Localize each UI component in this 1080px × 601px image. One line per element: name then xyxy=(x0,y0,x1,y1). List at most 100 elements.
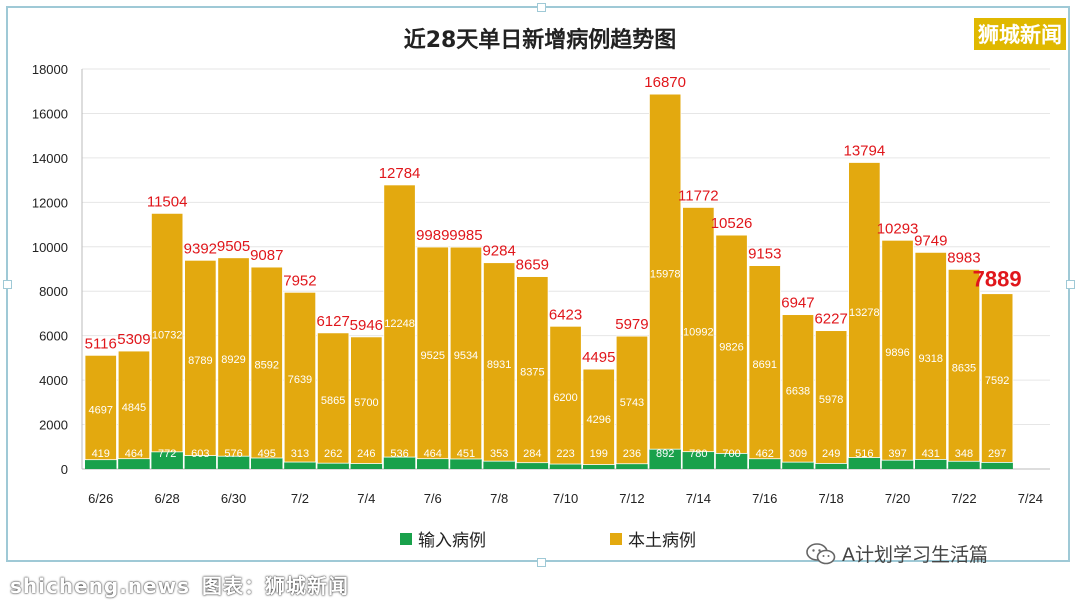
legend-swatch-local xyxy=(610,532,622,545)
bar-local xyxy=(881,239,914,461)
data-label-imported: 780 xyxy=(689,448,707,460)
bar-local xyxy=(715,234,748,454)
data-label-total: 4495 xyxy=(582,349,615,366)
legend-label-imported: 输入病例 xyxy=(418,531,486,551)
y-tick-label: 8000 xyxy=(39,284,68,299)
bar-imported xyxy=(948,461,980,469)
data-label-local: 9826 xyxy=(719,341,743,353)
bar-imported xyxy=(350,463,383,469)
data-label-local: 12248 xyxy=(384,318,415,330)
y-tick-label: 0 xyxy=(61,462,68,477)
data-label-total: 9749 xyxy=(914,232,947,249)
y-tick-label: 18000 xyxy=(32,62,68,77)
data-label-total: 16870 xyxy=(644,74,686,91)
x-tick-label: 7/6 xyxy=(424,491,442,506)
watermark: shicheng.news 图表：狮城新闻 xyxy=(10,570,349,599)
data-label-imported: 576 xyxy=(224,448,242,460)
bar-local xyxy=(250,266,283,459)
watermark-caption: 图表：狮城新闻 xyxy=(201,574,349,598)
bar-imported xyxy=(815,463,847,469)
bar-local xyxy=(682,206,715,453)
bar-local xyxy=(117,350,151,460)
bar-local xyxy=(582,368,615,465)
bar-local xyxy=(217,257,250,457)
data-label-local: 15978 xyxy=(650,269,681,281)
data-label-imported: 700 xyxy=(722,448,740,460)
data-label-total: 6227 xyxy=(814,311,847,328)
legend-item-imported: 输入病例 xyxy=(400,526,486,551)
x-tick-label: 7/16 xyxy=(752,491,777,506)
bar-local xyxy=(383,184,416,458)
data-label-imported: 464 xyxy=(424,448,442,460)
data-label-local: 13278 xyxy=(849,307,880,319)
bar-local xyxy=(748,265,781,460)
data-label-imported: 516 xyxy=(855,448,873,460)
resize-handle-top[interactable] xyxy=(537,3,546,12)
bar-imported xyxy=(85,459,117,469)
bar-imported xyxy=(516,462,549,469)
data-label-local: 8691 xyxy=(753,359,777,371)
data-label-total: 7889 xyxy=(973,267,1022,292)
resize-handle-left[interactable] xyxy=(3,280,12,289)
data-label-imported: 419 xyxy=(92,448,110,460)
bar-local xyxy=(350,336,383,464)
data-label-total: 5946 xyxy=(350,317,383,334)
data-label-local: 9534 xyxy=(454,350,478,362)
x-tick-label: 7/10 xyxy=(553,491,578,506)
data-label-local: 5700 xyxy=(354,397,378,409)
bar-imported xyxy=(881,460,914,469)
data-label-imported: 348 xyxy=(955,448,973,460)
bar-imported xyxy=(217,456,250,469)
data-label-local: 8789 xyxy=(188,355,212,367)
bar-local xyxy=(516,276,549,464)
data-label-total: 9505 xyxy=(217,238,250,255)
data-label-imported: 462 xyxy=(756,448,774,460)
data-label-local: 5865 xyxy=(321,395,345,407)
data-label-total: 7952 xyxy=(283,272,316,289)
legend-label-local: 本土病例 xyxy=(628,531,696,551)
data-label-local: 10732 xyxy=(152,330,183,342)
bar-local xyxy=(316,332,350,464)
data-label-imported: 246 xyxy=(357,448,375,460)
data-label-local: 8931 xyxy=(487,359,511,371)
x-tick-label: 7/2 xyxy=(291,491,309,506)
x-tick-label: 7/14 xyxy=(686,491,711,506)
data-label-total: 5309 xyxy=(117,331,150,348)
bar-imported xyxy=(151,451,183,469)
data-label-imported: 236 xyxy=(623,448,641,460)
bar-imported xyxy=(715,453,748,469)
data-label-local: 6200 xyxy=(553,392,577,404)
wechat-account-name: A计划学习生活篇 xyxy=(842,544,988,566)
y-tick-label: 6000 xyxy=(39,329,68,344)
bar-local xyxy=(848,162,881,458)
data-label-local: 10992 xyxy=(683,327,714,339)
data-label-local: 6638 xyxy=(786,385,810,397)
bar-local xyxy=(781,314,815,463)
data-label-total: 11772 xyxy=(678,187,719,204)
resize-handle-bottom[interactable] xyxy=(537,558,546,567)
bar-imported xyxy=(549,464,582,469)
data-label-imported: 309 xyxy=(789,448,807,460)
data-label-local: 5978 xyxy=(819,394,843,406)
bar-local xyxy=(416,246,449,460)
bar-local xyxy=(914,251,947,460)
data-label-imported: 397 xyxy=(888,448,906,460)
y-tick-label: 16000 xyxy=(32,106,68,121)
data-label-local: 5743 xyxy=(620,397,644,409)
data-label-imported: 313 xyxy=(291,448,309,460)
bar-imported xyxy=(782,462,814,469)
bar-local xyxy=(615,335,649,465)
bar-imported xyxy=(749,458,781,469)
wechat-icon xyxy=(806,542,836,564)
data-label-imported: 223 xyxy=(556,448,574,460)
bar-imported xyxy=(915,459,947,469)
x-tick-label: 7/18 xyxy=(818,491,843,506)
data-label-total: 6423 xyxy=(549,306,582,323)
data-label-local: 9525 xyxy=(421,350,445,362)
data-label-total: 11504 xyxy=(147,193,188,210)
resize-handle-right[interactable] xyxy=(1066,280,1075,289)
chart-title: 近28天单日新增病例趋势图 xyxy=(403,28,677,53)
data-label-local: 9318 xyxy=(919,353,943,365)
bar-imported xyxy=(483,461,515,469)
data-label-local: 4697 xyxy=(89,405,113,417)
